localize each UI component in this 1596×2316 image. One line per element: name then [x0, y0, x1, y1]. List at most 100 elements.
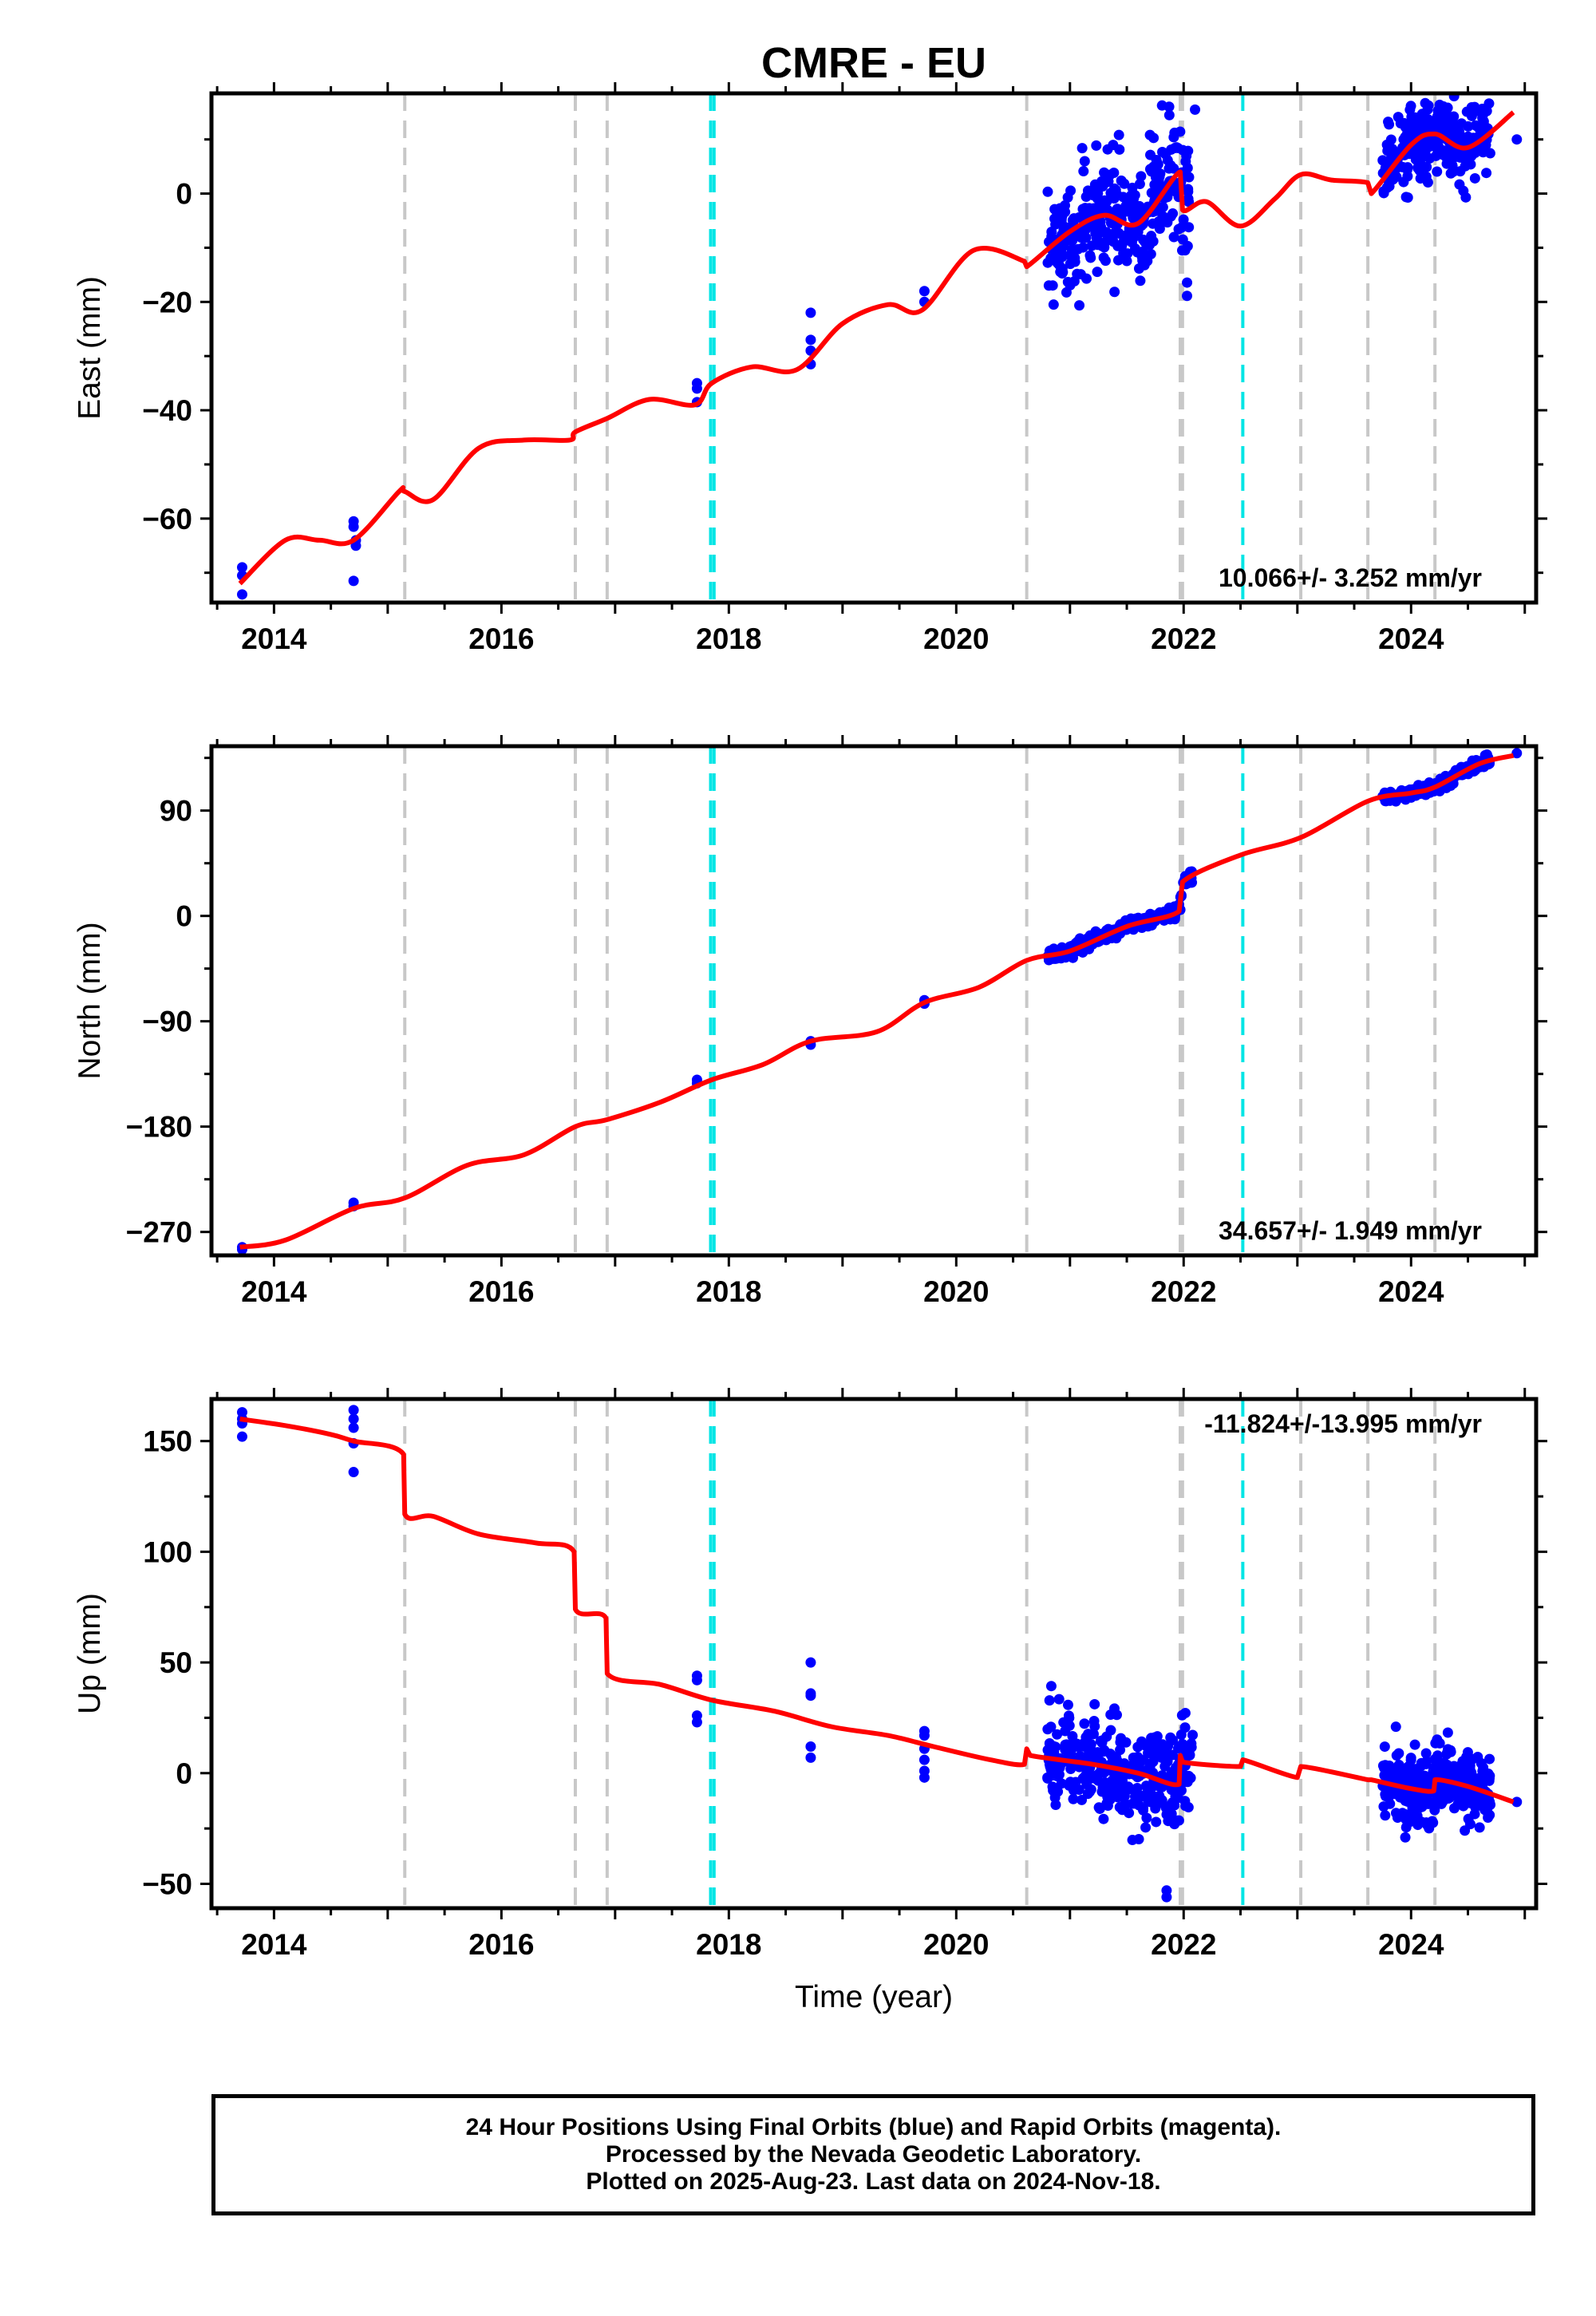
model-fit-line: [238, 110, 1515, 586]
data-point: [1469, 101, 1480, 113]
data-point: [1092, 220, 1103, 231]
data-point: [236, 562, 247, 573]
data-point: [1384, 119, 1395, 130]
footer-caption-box: 24 Hour Positions Using Final Orbits (bl…: [211, 2094, 1535, 2215]
y-tick-label: 90: [160, 795, 192, 828]
data-point: [1511, 1796, 1523, 1808]
data-point: [1439, 1757, 1450, 1769]
data-point: [1434, 1737, 1445, 1749]
data-point: [1461, 106, 1472, 117]
data-point: [1091, 140, 1102, 151]
x-axis-label: Time (year): [795, 1980, 953, 2014]
data-point: [1395, 161, 1406, 172]
data-point: [1048, 1785, 1059, 1796]
data-point: [1072, 268, 1083, 279]
data-point: [1448, 111, 1460, 122]
data-point: [1450, 119, 1461, 130]
data-point: [1168, 231, 1179, 243]
data-point: [1481, 168, 1492, 179]
data-point: [1416, 1801, 1428, 1812]
data-point: [1058, 240, 1069, 251]
footer-line-2: Processed by the Nevada Geodetic Laborat…: [605, 2141, 1142, 2168]
data-point: [1146, 231, 1157, 242]
data-point: [1045, 1721, 1057, 1733]
data-point: [1407, 1802, 1418, 1813]
data-point: [1381, 139, 1393, 150]
data-point: [805, 1690, 816, 1701]
data-point: [1105, 188, 1116, 199]
data-point: [1081, 273, 1092, 284]
data-point: [1092, 1769, 1103, 1780]
data-point: [1464, 1763, 1476, 1774]
data-point: [1116, 240, 1128, 251]
data-point: [1178, 214, 1189, 225]
data-point: [1484, 148, 1495, 159]
data-point: [1132, 1751, 1144, 1762]
plot-frame: [209, 744, 1539, 1258]
data-point: [691, 1717, 702, 1728]
data-point: [1420, 1759, 1432, 1770]
data-point: [1420, 97, 1431, 109]
data-point: [1052, 1729, 1063, 1740]
data-point: [1053, 1694, 1065, 1705]
data-point: [1445, 168, 1456, 179]
data-point: [1152, 156, 1163, 168]
data-point: [1060, 1744, 1071, 1755]
data-point: [1424, 1823, 1435, 1834]
data-point: [1082, 1775, 1093, 1786]
data-point: [918, 1754, 930, 1765]
data-point: [1391, 1750, 1402, 1761]
data-point: [1056, 1778, 1067, 1789]
data-point: [1424, 136, 1436, 147]
velocity-label: 10.066+/- 3.252 mm/yr: [1219, 563, 1482, 592]
data-point: [1165, 1732, 1176, 1743]
data-point: [1154, 223, 1165, 234]
data-point: [1093, 1802, 1104, 1813]
data-point: [1047, 1763, 1058, 1774]
x-tick-label: 2022: [1151, 1275, 1216, 1308]
data-point: [1379, 1741, 1390, 1753]
data-point: [1422, 177, 1433, 188]
data-point: [1116, 1733, 1127, 1744]
x-tick-label: 2014: [241, 1275, 307, 1308]
data-point: [1436, 1798, 1447, 1809]
x-tick-label: 2024: [1378, 1275, 1444, 1308]
data-point: [1090, 926, 1101, 937]
data-point: [1052, 210, 1063, 221]
data-point: [1183, 222, 1195, 233]
data-point: [1168, 163, 1179, 174]
data-point: [1107, 1776, 1118, 1787]
data-point: [1127, 1835, 1138, 1846]
data-point: [1105, 217, 1116, 228]
data-point: [1454, 179, 1465, 190]
data-point: [918, 286, 930, 297]
data-point: [1098, 1813, 1109, 1824]
data-point: [1179, 1777, 1191, 1788]
data-point: [1072, 228, 1083, 239]
data-point: [1085, 1750, 1096, 1761]
data-point: [1079, 156, 1090, 167]
data-point: [1402, 171, 1413, 182]
footer-line-3: Plotted on 2025-Aug-23. Last data on 202…: [586, 2168, 1161, 2195]
data-point: [1161, 1891, 1172, 1903]
data-point: [1047, 280, 1058, 291]
y-tick-label: 150: [143, 1425, 192, 1458]
data-point: [1092, 267, 1103, 278]
data-point: [1127, 182, 1138, 193]
data-point: [1175, 126, 1186, 137]
y-tick-label: 0: [176, 1757, 192, 1790]
data-point: [1183, 196, 1195, 207]
data-point: [1062, 192, 1073, 203]
data-point: [1402, 192, 1413, 204]
data-point: [1462, 133, 1473, 144]
data-point: [1397, 1767, 1408, 1778]
data-point: [691, 383, 702, 394]
data-point: [691, 1674, 702, 1686]
data-point: [1414, 165, 1425, 176]
data-point: [236, 1431, 247, 1442]
data-point: [1149, 1732, 1160, 1743]
data-point: [1473, 79, 1483, 89]
data-point: [1048, 299, 1059, 310]
y-axis-label: Up (mm): [73, 1593, 107, 1714]
x-tick-label: 2018: [696, 622, 761, 655]
